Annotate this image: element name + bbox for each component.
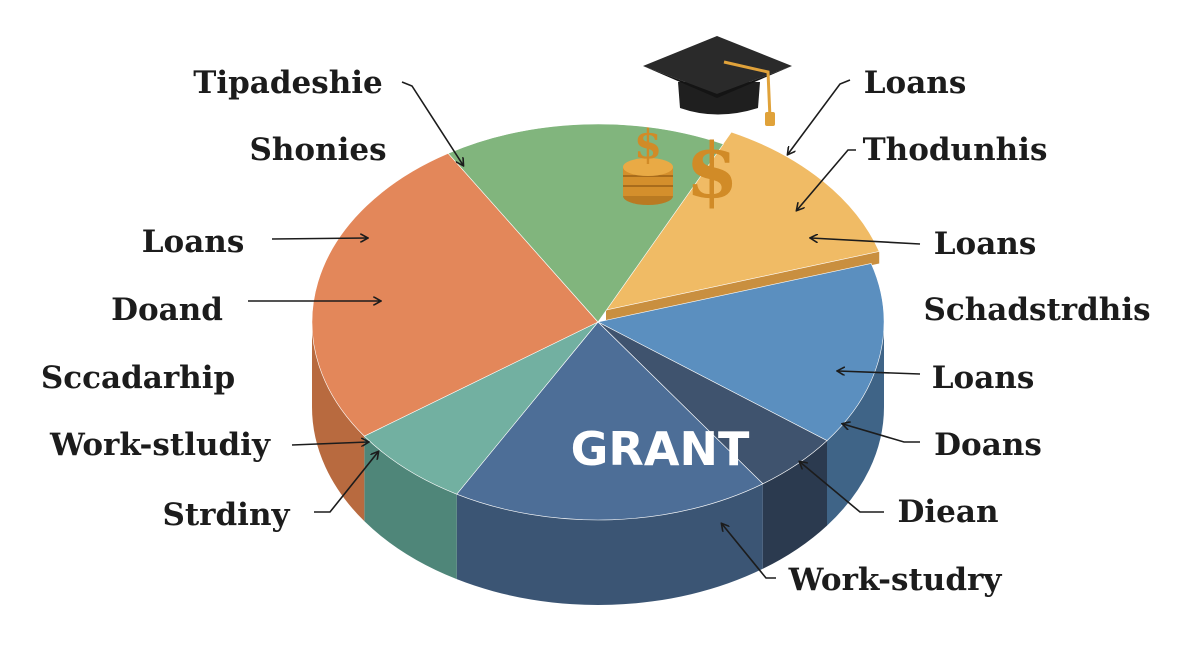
arrow-thodunhis: [797, 149, 856, 210]
arrow-diean: [800, 462, 884, 513]
label-loans-left: Loans: [142, 224, 245, 260]
arrow-doans: [843, 424, 920, 443]
pie-slice-side-5: [312, 322, 365, 522]
arrow-loans-top: [788, 79, 851, 154]
label-strdiny: Strdiny: [162, 497, 290, 533]
label-doans: Doans: [934, 427, 1042, 463]
arrow-work-stludiy: [291, 442, 368, 445]
label-diean: Diean: [897, 494, 998, 530]
arrow-loans-right-1: [811, 238, 921, 245]
pie-slice-edge-0: [606, 251, 880, 322]
label-schadstrdhis: Schadstrdhis: [923, 292, 1150, 328]
pie-slice-0: [605, 131, 880, 311]
pie-slice-side-1: [827, 322, 884, 526]
pie-slices: [311, 123, 885, 521]
arrow-work-studry: [722, 524, 776, 579]
arrow-loans-left: [271, 238, 367, 239]
label-sccadarhip: Sccadarhip: [41, 360, 235, 396]
label-loans-top: Loans: [864, 65, 967, 101]
pie-slice-3: [456, 321, 764, 521]
pie-slice-side-3: [456, 483, 763, 605]
svg-text:$: $: [686, 126, 739, 215]
label-thodunhis: Thodunhis: [863, 132, 1048, 168]
arrow-tipadeshie: [401, 81, 463, 165]
graduation-cap-icon: [643, 36, 792, 126]
label-shonies: Shonies: [249, 132, 386, 168]
pie-slice-side-2: [762, 440, 828, 569]
arrow-loans-right-2: [838, 371, 921, 374]
label-work-stludiy: Work-stludiy: [49, 427, 271, 463]
center-label: GRANT: [571, 422, 750, 476]
pie-slice-side-4: [364, 436, 457, 580]
label-doand: Doand: [111, 292, 223, 328]
arrow-strdiny: [314, 452, 378, 513]
label-work-studry: Work-studry: [788, 562, 1003, 598]
dollar-sign-icon: $: [686, 126, 739, 215]
pie-slice-5: [311, 152, 599, 437]
coin-stack-icon: $: [623, 121, 673, 205]
label-loans-right-1: Loans: [934, 226, 1037, 262]
svg-text:$: $: [634, 121, 662, 168]
pie-sides: [312, 251, 884, 605]
label-tipadeshie: Tipadeshie: [193, 65, 383, 101]
label-loans-right-2: Loans: [932, 360, 1035, 396]
